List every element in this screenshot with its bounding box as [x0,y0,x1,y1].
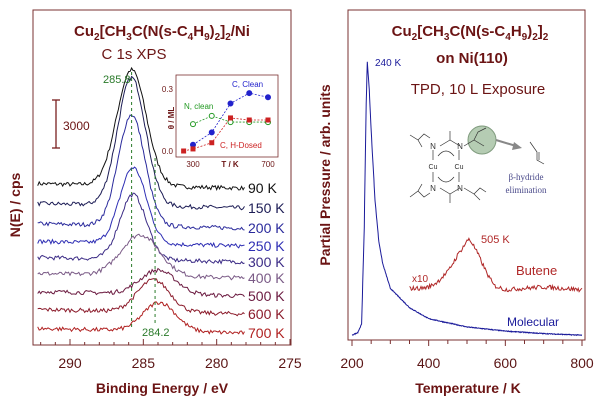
inset-label-c-h-dosed: C, H-Dosed [220,141,262,150]
xps-spectrum-label: 200 K [248,220,285,236]
xps-spectrum-label: 300 K [248,254,285,270]
label-x10: x10 [412,274,429,285]
atom-n-2: N [457,142,463,151]
xps-xtick-label: 285 [132,355,156,371]
inset-point [227,100,234,107]
xps-spectrum-label: 700 K [248,325,285,341]
inset-point [246,117,252,123]
label-butene: Butene [516,263,557,278]
inset-ylabel: θ / ML [167,107,176,130]
xps-xtick-label: 280 [205,355,229,371]
tpd-xlabel: Temperature / K [415,380,521,396]
atom-n-1: N [430,142,436,151]
inset-point [265,117,271,123]
xps-spectrum-90k [37,66,245,191]
atom-n-4: N [457,184,463,193]
tpd-xtick-label: 600 [494,355,518,371]
xps-xlabel: Binding Energy / eV [96,380,229,396]
inset-ytick-0: 0.0 [162,147,174,156]
tpd-trace-butene [409,237,583,293]
xps-frame [32,9,292,346]
inset-point [208,129,215,136]
inset-point [190,146,196,152]
xps-spectrum-400k [37,233,245,281]
xps-spectrum-600k [37,278,245,317]
xps-spectrum-label: 600 K [248,306,285,322]
inset-label-n-clean: N, clean [184,102,213,111]
atom-cu-2: Cu [455,164,464,171]
xps-spectrum-150k [37,75,245,211]
inset-point [190,121,196,128]
xps-spectrum-label: 150 K [248,200,285,216]
tpd-xtick-label: 200 [340,355,364,371]
scale-bar: 3000 [52,99,90,149]
inset-point [181,148,187,154]
xps-subtitle: C 1s XPS [101,46,166,63]
label-molecular: Molecular [507,315,559,329]
inset-ytick-1: 0.3 [162,85,174,94]
annotation-284-2: 284.2 [142,327,170,339]
tpd-xtick-label: 800 [570,355,594,371]
tpd-title-line1: Cu2[CH3C(N(s-C4H9)2]2 [392,23,549,43]
inset-point [208,112,215,119]
xps-xtick-label: 290 [58,355,82,371]
xps-spectrum-250k [37,166,245,249]
xps-spectrum-label: 90 K [248,180,277,196]
inset-point [246,90,253,97]
annotation-285-8: 285.8 [103,74,131,86]
atom-cu-1: Cu [429,164,438,171]
label-240k: 240 K [375,58,401,69]
inset-point [265,94,271,101]
label-505k: 505 K [481,234,510,246]
atom-n-3: N [430,184,436,193]
inset-point [228,115,233,121]
xps-ylabel: N(E) / cps [7,173,23,238]
tpd-chart: Cu2[CH3C(N(s-C4H9)2]2 on Ni(110) TPD, 10… [317,9,594,396]
tpd-title-line2: on Ni(110) [436,50,508,67]
xps-spectrum-500k [37,267,245,298]
scale-bar-label: 3000 [63,119,90,133]
inset-xtick-1: 700 [261,160,275,169]
tpd-subtitle: TPD, 10 L Exposure [411,81,546,98]
arrow-icon [512,142,522,150]
xps-spectrum-label: 400 K [248,270,285,286]
inset-xlabel: T / K [221,160,239,169]
xps-chart: Cu2[CH3C(N(s-C4H9)2]2/Ni C 1s XPS N(E) /… [7,9,302,396]
reaction-label-2: elimination [506,185,547,195]
tpd-xtick-label: 400 [417,355,441,371]
xps-title: Cu2[CH3C(N(s-C4H9)2]2/Ni [74,23,250,43]
inset-point [209,140,215,146]
xps-spectrum-label: 500 K [248,288,285,304]
xps-spectrum-700k [37,301,245,336]
xps-spectrum-200k [37,114,245,231]
inset-label-c-clean: C, Clean [232,80,263,89]
xps-spectrum-label: 250 K [248,238,285,254]
coverage-inset: θ / ML 0.0 0.3 300 700 T / K C, Clean N,… [162,74,279,169]
tpd-ylabel: Partial Pressure / arb. units [317,84,333,266]
inset-xtick-0: 300 [186,160,200,169]
xps-xtick-label: 275 [278,355,302,371]
molecule-structure: N N N N Cu Cu [409,125,545,203]
tpd-trace-molecular [351,61,583,337]
reaction-label-1: β-hydride [508,172,543,182]
xps-spectrum-300k [37,192,245,265]
